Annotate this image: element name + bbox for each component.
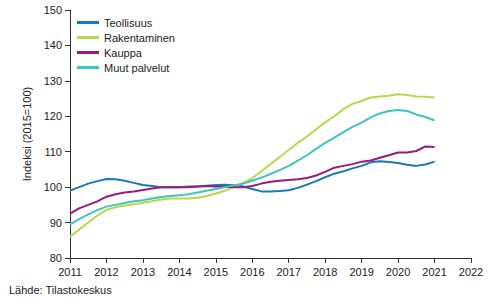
svg-text:2011: 2011 xyxy=(58,266,82,278)
svg-text:2020: 2020 xyxy=(386,266,410,278)
svg-text:Teollisuus: Teollisuus xyxy=(104,17,153,29)
svg-text:2012: 2012 xyxy=(94,266,118,278)
svg-text:140: 140 xyxy=(44,39,62,51)
svg-text:Muut palvelut: Muut palvelut xyxy=(104,62,169,74)
svg-text:2016: 2016 xyxy=(240,266,264,278)
svg-text:2013: 2013 xyxy=(131,266,155,278)
svg-text:2021: 2021 xyxy=(422,266,446,278)
svg-text:130: 130 xyxy=(44,75,62,87)
svg-text:2019: 2019 xyxy=(349,266,373,278)
svg-text:2022: 2022 xyxy=(459,266,483,278)
svg-text:100: 100 xyxy=(44,181,62,193)
svg-text:2015: 2015 xyxy=(204,266,228,278)
svg-text:150: 150 xyxy=(44,4,62,16)
svg-text:2018: 2018 xyxy=(313,266,337,278)
svg-text:Rakentaminen: Rakentaminen xyxy=(104,32,175,44)
svg-text:120: 120 xyxy=(44,110,62,122)
svg-text:90: 90 xyxy=(50,217,62,229)
svg-text:2017: 2017 xyxy=(276,266,300,278)
svg-text:2014: 2014 xyxy=(167,266,191,278)
svg-text:110: 110 xyxy=(44,146,62,158)
svg-text:Kauppa: Kauppa xyxy=(104,47,143,59)
svg-text:Lähde: Tilastokeskus: Lähde: Tilastokeskus xyxy=(9,284,112,296)
svg-text:80: 80 xyxy=(50,252,62,264)
svg-text:Indeksi (2015=100): Indeksi (2015=100) xyxy=(21,87,33,181)
